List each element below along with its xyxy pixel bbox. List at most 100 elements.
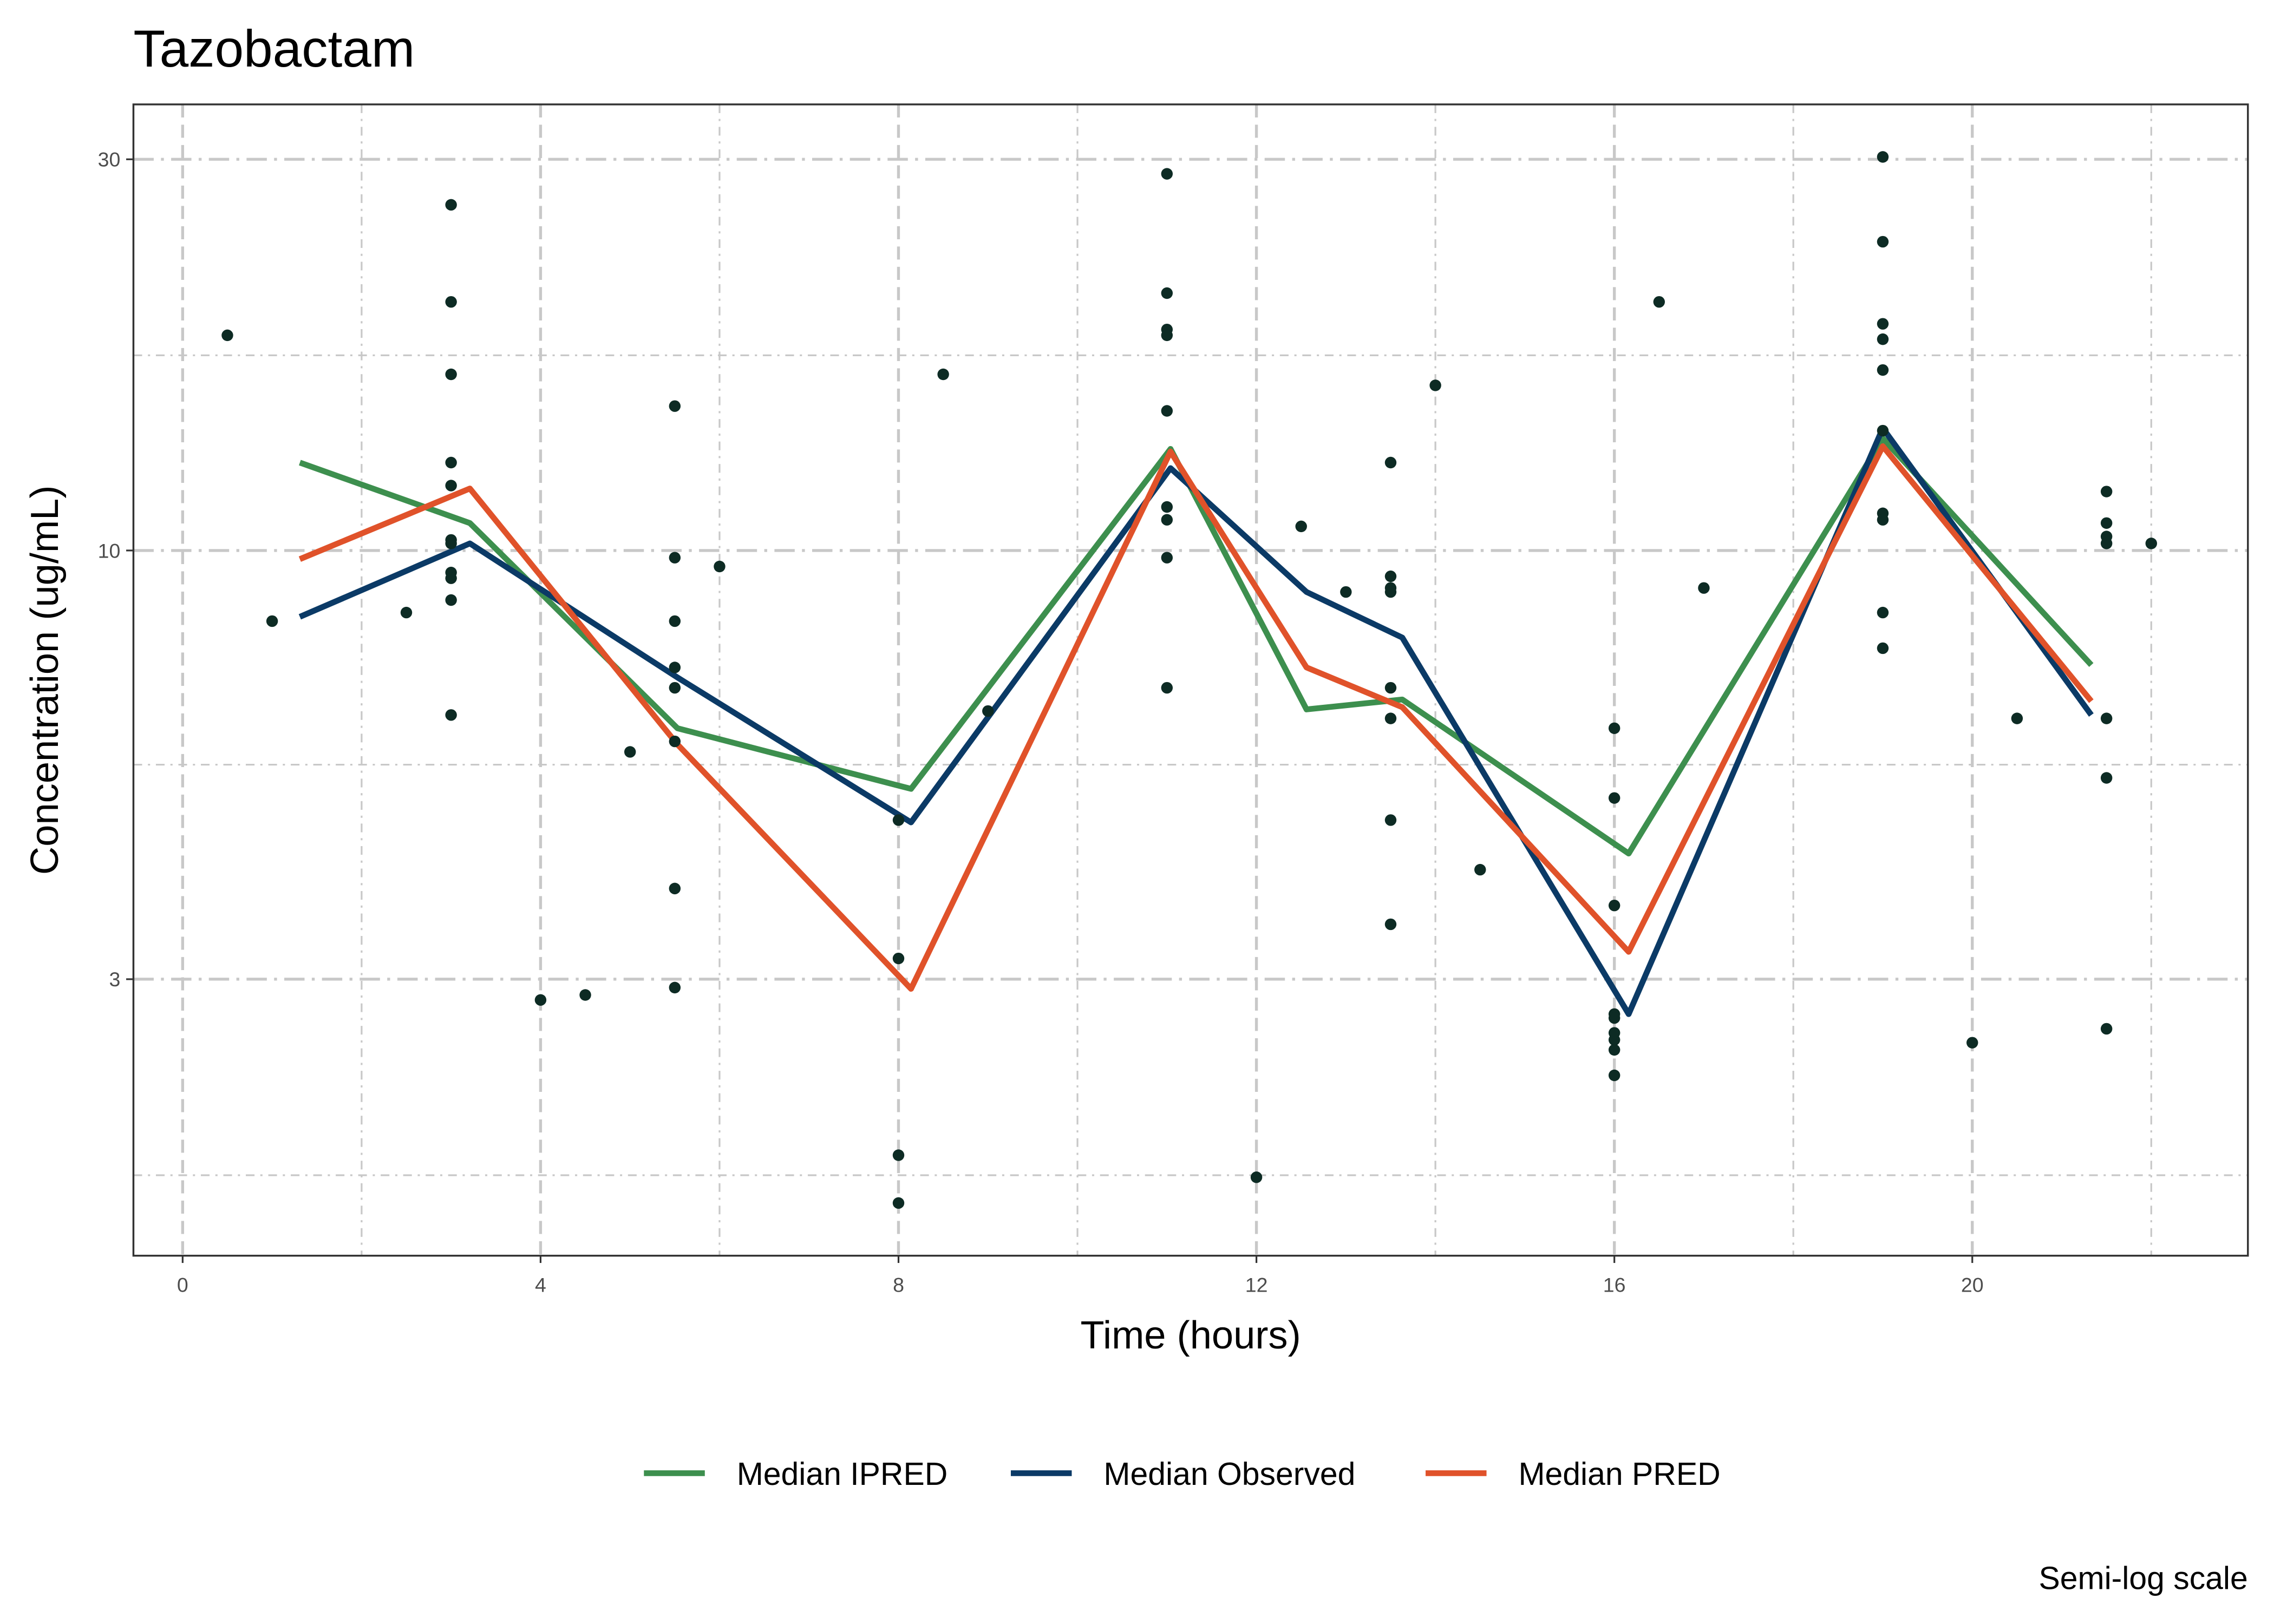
data-point [445, 538, 457, 549]
data-point [892, 952, 905, 965]
x-axis-label: Time (hours) [1081, 1314, 1301, 1357]
data-point [445, 296, 457, 308]
x-tick-label: 16 [1603, 1274, 1626, 1296]
y-axis-label: Concentration (ug/mL) [23, 486, 67, 875]
data-point [2100, 772, 2113, 784]
data-point [1384, 712, 1397, 724]
data-point [2100, 538, 2113, 549]
data-point [892, 1197, 905, 1209]
data-point [1877, 333, 1889, 345]
x-tick-label: 8 [893, 1274, 904, 1296]
data-point [892, 1149, 905, 1161]
observation-points [221, 151, 2158, 1209]
data-point [445, 199, 457, 211]
caption: Semi-log scale [2038, 1561, 2247, 1596]
data-point [1877, 642, 1889, 654]
data-point [1877, 364, 1889, 376]
data-point [937, 368, 949, 381]
data-point [579, 989, 591, 1001]
data-point [1384, 918, 1397, 931]
x-tick-label: 12 [1245, 1274, 1268, 1296]
data-point [1161, 287, 1173, 299]
plot-panel-border [132, 103, 2249, 1257]
legend-label: Median Observed [1103, 1457, 1355, 1492]
data-point [1608, 792, 1620, 804]
data-point [445, 572, 457, 584]
data-point [1161, 329, 1173, 342]
data-point [1608, 722, 1620, 734]
data-point [1250, 1171, 1263, 1183]
data-point [669, 552, 681, 564]
data-point [2011, 712, 2023, 724]
x-tick-label: 0 [177, 1274, 188, 1296]
data-point [1161, 514, 1173, 526]
series-line-median-ipred [299, 435, 2094, 857]
data-point [1340, 586, 1352, 598]
data-point [1161, 682, 1173, 694]
data-point [669, 882, 681, 895]
legend-label: Median IPRED [737, 1457, 948, 1492]
data-point [1161, 405, 1173, 417]
y-axis: 3 10 30 [98, 148, 134, 991]
data-point [266, 615, 278, 627]
data-point [1608, 1034, 1620, 1046]
grid [133, 104, 2248, 1256]
data-point [892, 814, 905, 826]
data-point [669, 400, 681, 412]
data-point [1653, 296, 1665, 308]
data-point [445, 594, 457, 606]
data-point [669, 735, 681, 748]
data-point [624, 746, 636, 758]
series-line-median-pred [298, 443, 2094, 992]
y-tick-label: 3 [109, 968, 120, 991]
data-point [2100, 486, 2113, 497]
data-point [1608, 1012, 1620, 1024]
data-point [1161, 552, 1173, 564]
data-point [2100, 1023, 2113, 1035]
data-point [1877, 151, 1889, 163]
data-point [221, 329, 233, 342]
data-point [400, 606, 413, 619]
data-point [1384, 682, 1397, 694]
data-point [1384, 456, 1397, 469]
data-point [1384, 570, 1397, 582]
data-point [445, 709, 457, 721]
data-point [1877, 235, 1889, 248]
data-point [1429, 379, 1441, 391]
data-point [445, 368, 457, 381]
x-axis: 0 4 8 12 16 20 [177, 1255, 1984, 1296]
data-point [1474, 863, 1486, 876]
x-tick-label: 4 [535, 1274, 546, 1296]
data-point [1384, 586, 1397, 598]
data-point [1966, 1037, 1978, 1049]
data-point [982, 705, 994, 717]
x-tick-label: 20 [1961, 1274, 1984, 1296]
chart-title: Tazobactam [133, 20, 415, 78]
data-point [1877, 606, 1889, 619]
data-point [1161, 501, 1173, 513]
data-point [1384, 814, 1397, 826]
data-point [445, 480, 457, 492]
data-point [534, 994, 547, 1006]
series-lines [298, 425, 2094, 1017]
data-point [669, 981, 681, 994]
data-point [1608, 1044, 1620, 1056]
data-point [2100, 712, 2113, 724]
data-point [1877, 514, 1889, 526]
data-point [669, 682, 681, 694]
data-point [1161, 168, 1173, 180]
legend: Median IPRED Median Observed Median PRED [644, 1457, 1721, 1492]
y-tick-label: 30 [98, 148, 121, 171]
series-line-median-observed [298, 425, 2094, 1017]
data-point [1698, 582, 1710, 594]
data-point [445, 456, 457, 469]
data-point [714, 560, 726, 573]
y-tick-label: 10 [98, 539, 121, 562]
data-point [1295, 520, 1307, 533]
data-point [669, 615, 681, 627]
data-point [2145, 538, 2158, 549]
data-point [1608, 1069, 1620, 1082]
data-point [1608, 899, 1620, 912]
data-point [1877, 318, 1889, 330]
